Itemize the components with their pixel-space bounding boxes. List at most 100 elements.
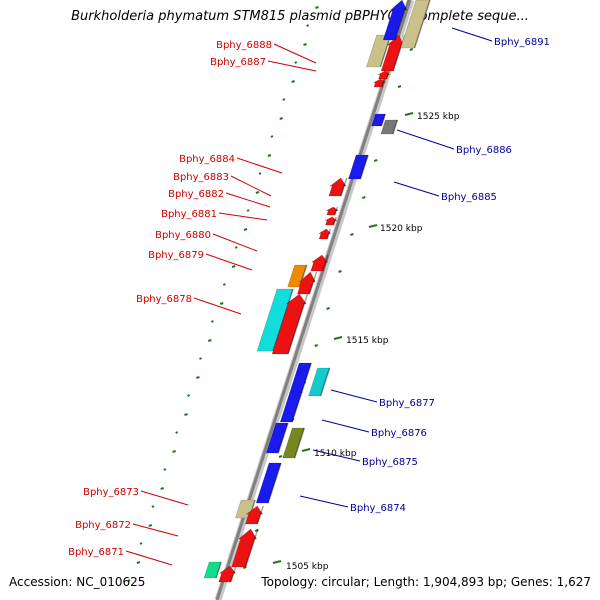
gene-arrow [400, 0, 431, 49]
gene-features [203, 0, 431, 583]
gene-arrow-shade [326, 228, 332, 240]
tick-mark [151, 505, 155, 508]
gene-label[interactable]: Bphy_6878 [136, 294, 192, 305]
label-leaders [125, 27, 493, 566]
gene-arrow-shade [340, 177, 348, 197]
leader-line [218, 212, 268, 221]
gene-arrow-shade [332, 216, 337, 226]
gene-label[interactable]: Bphy_6891 [494, 37, 550, 48]
tick-mark [294, 61, 298, 64]
tick-mark [231, 265, 236, 268]
gene-arrow [245, 505, 264, 525]
gene-arrow [203, 561, 222, 579]
tick-mark [326, 307, 330, 310]
gene-arrow [348, 154, 369, 180]
leader-line [230, 175, 272, 197]
gene-label[interactable]: Bphy_6883 [173, 172, 229, 183]
gene-arrow-shade [381, 78, 386, 88]
tick-mark [222, 283, 226, 286]
gene-arrow-shade [293, 427, 306, 459]
gene-label[interactable]: Bphy_6874 [350, 503, 406, 514]
leader-line [212, 233, 258, 252]
gene-arrow-shade [380, 113, 387, 127]
tick-mark [267, 154, 272, 157]
tick-mark [187, 394, 191, 397]
gene-label[interactable]: Bphy_6880 [155, 230, 211, 241]
tick-mark [255, 191, 260, 194]
tick-mark [282, 98, 286, 101]
gene-arrow-shade [256, 505, 264, 525]
gene-label[interactable]: Bphy_6875 [362, 457, 418, 468]
gene-arrow-shade [298, 264, 308, 288]
leader-line [393, 181, 440, 197]
leader-line [125, 550, 173, 566]
leader-line [396, 129, 455, 150]
gene-label[interactable]: Bphy_6885 [441, 192, 497, 203]
leader-line [451, 27, 493, 42]
gene-arrow [265, 422, 289, 454]
gene-arrow [218, 565, 237, 583]
major-tick [404, 112, 414, 116]
gene-arrow-shade [230, 565, 237, 583]
tick-mark [246, 209, 250, 212]
gene-arrow [256, 288, 294, 352]
gene-arrow [231, 528, 258, 568]
tick-mark [258, 172, 262, 175]
gene-arrow [324, 216, 338, 226]
gene-label[interactable]: Bphy_6888 [216, 40, 272, 51]
gene-arrow-shade [392, 119, 399, 135]
tick-mark [350, 233, 354, 236]
tick-mark [397, 85, 402, 88]
tick-mark [254, 529, 259, 532]
tick-mark [172, 450, 176, 453]
scale-label: 1525 kbp [417, 112, 460, 122]
tick-mark [278, 455, 283, 458]
tick-mark [338, 270, 342, 273]
gene-label[interactable]: Bphy_6881 [161, 209, 217, 220]
major-tick [368, 224, 378, 228]
gene-arrow [380, 34, 404, 72]
gene-arrow [287, 264, 308, 288]
gene-arrow [326, 206, 340, 216]
tick-mark [291, 80, 295, 83]
tick-mark [199, 357, 202, 360]
gene-label[interactable]: Bphy_6876 [371, 428, 427, 439]
tick-mark [303, 43, 307, 46]
gene-label[interactable]: Bphy_6872 [75, 520, 131, 531]
gene-label[interactable]: Bphy_6877 [379, 398, 435, 409]
gene-label[interactable]: Bphy_6882 [168, 189, 224, 200]
tick-mark [361, 196, 366, 199]
gene-arrow-shade [334, 206, 339, 216]
genome-stats-text: Topology: circular; Length: 1,904,893 bp… [261, 575, 591, 589]
gene-label[interactable]: Bphy_6871 [68, 547, 124, 558]
gene-arrow-shade [267, 462, 282, 504]
gene-label[interactable]: Bphy_6884 [179, 154, 235, 165]
leader-line [205, 253, 253, 271]
leader-line [321, 419, 370, 433]
gene-arrow [282, 427, 305, 459]
gene-label[interactable]: Bphy_6886 [456, 145, 512, 156]
gene-label[interactable]: Bphy_6887 [210, 57, 266, 68]
scale-label: 1520 kbp [380, 224, 423, 234]
gene-arrow [382, 0, 408, 41]
tick-mark [373, 159, 378, 162]
major-tick [333, 336, 343, 340]
tick-mark [234, 246, 238, 249]
tick-mark [210, 320, 214, 323]
gene-arrow-shade [394, 0, 409, 41]
gene-label[interactable]: Bphy_6879 [148, 250, 204, 261]
tick-mark [207, 339, 212, 342]
gene-label[interactable]: Bphy_6873 [83, 487, 139, 498]
leader-line [236, 157, 283, 174]
tick-mark [127, 579, 131, 582]
tick-mark [196, 376, 200, 379]
gene-arrow-shade [359, 154, 369, 180]
gene-arrow-shade [319, 367, 331, 397]
tick-mark [184, 413, 188, 416]
tick-mark [315, 6, 319, 9]
leader-line [225, 192, 271, 208]
gene-arrow-shade [291, 391, 303, 423]
tick-mark [243, 228, 248, 231]
gene-arrow [310, 254, 329, 272]
